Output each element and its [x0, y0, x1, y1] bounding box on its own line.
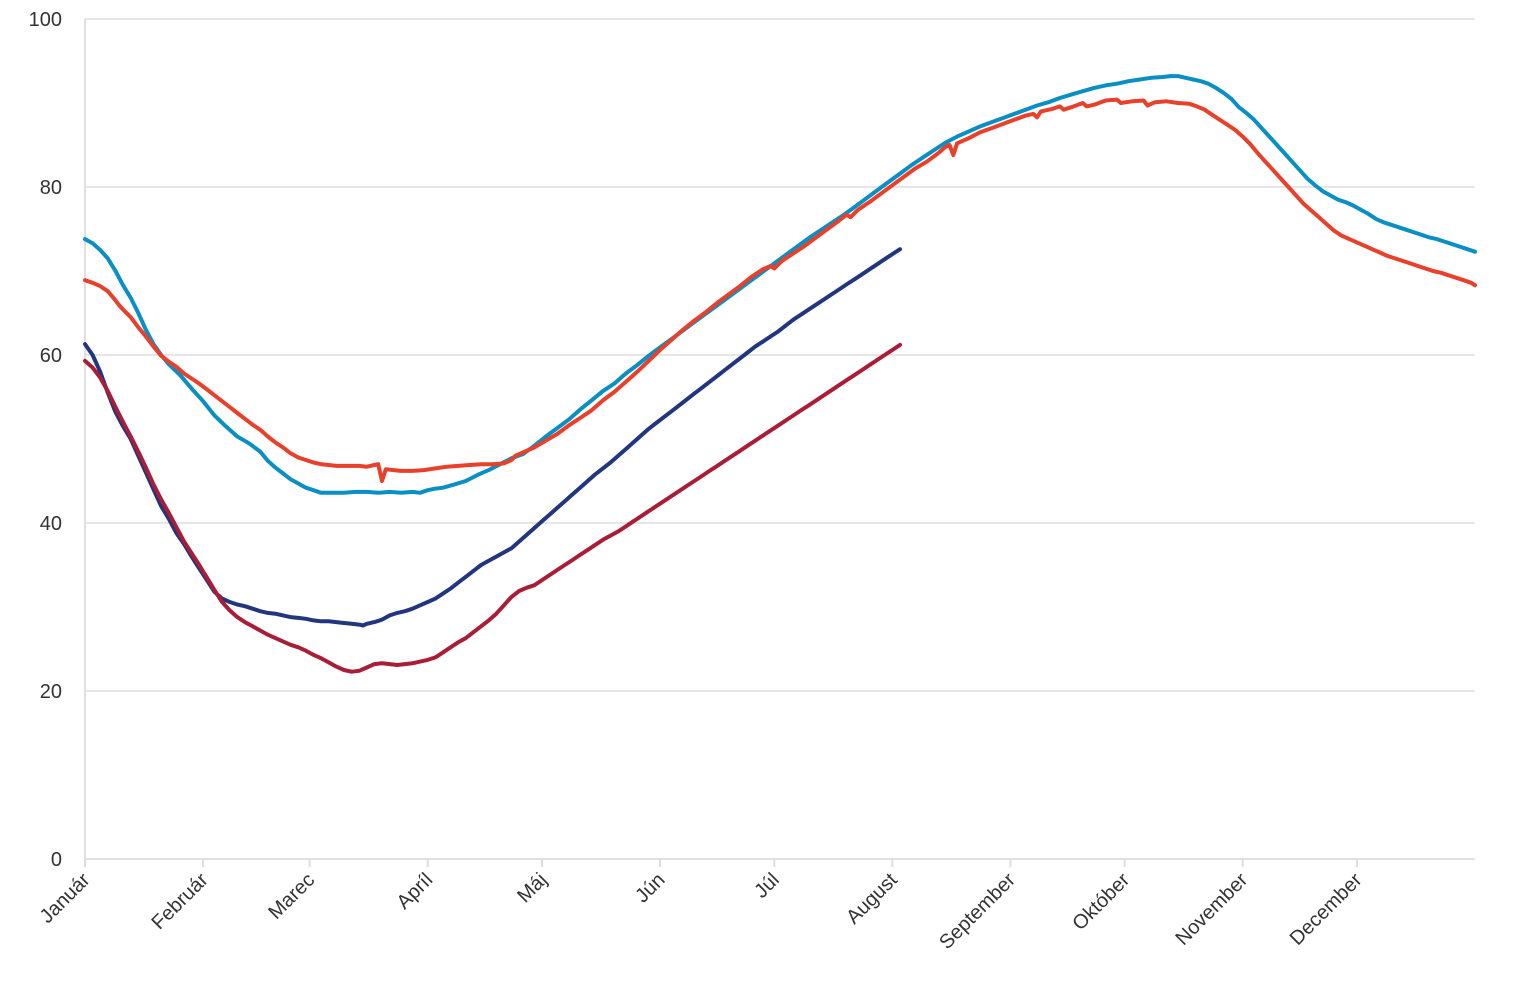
y-tick-label: 60: [40, 345, 62, 367]
x-tick-label: Máj: [513, 869, 551, 907]
series-lines: [83, 74, 1477, 674]
x-tick-label: Jún: [631, 869, 669, 907]
gridlines: [85, 18, 1475, 692]
x-tick-label: Február: [148, 869, 213, 934]
y-tick-label: 100: [29, 9, 62, 31]
x-tick-label: Január: [36, 869, 95, 928]
x-axis-tick-labels: Január Február Marec Apríl Máj Jún Júl August Se…: [36, 869, 1367, 954]
x-axis: [84, 19, 1475, 867]
y-axis-tick-labels: 0 20 40 60 80 100: [29, 9, 62, 871]
x-tick-label: Júl: [750, 869, 784, 903]
y-tick-label: 40: [40, 513, 62, 535]
series-line-2: [83, 97, 1477, 483]
y-tick-label: 20: [40, 681, 62, 703]
x-tick-label: September: [935, 869, 1020, 954]
x-tick-label: August: [842, 869, 902, 929]
series-line-1: [83, 74, 1477, 495]
x-tick-label: Marec: [264, 869, 319, 924]
series-line-4: [83, 342, 902, 674]
x-tick-label: Apríl: [393, 869, 438, 914]
x-tick-label: Október: [1068, 869, 1134, 935]
series-line-3: [83, 247, 902, 628]
x-tick-label: November: [1171, 869, 1252, 950]
y-tick-label: 80: [40, 177, 62, 199]
y-tick-label: 0: [51, 849, 62, 871]
x-tick-label: December: [1286, 869, 1367, 950]
